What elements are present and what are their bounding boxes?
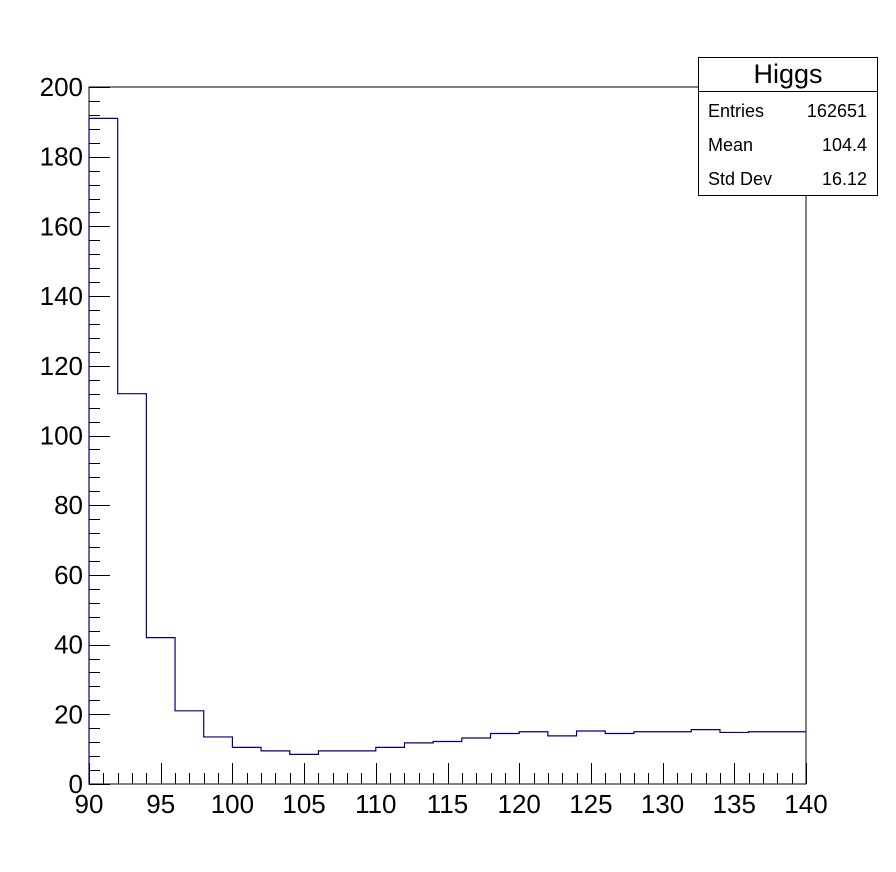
stats-entries-value: 162651 [806,101,867,121]
x-tick-label: 95 [146,789,175,819]
x-axis-ticks [89,763,807,784]
histogram-bin [577,731,606,784]
histogram-bin [318,751,347,784]
y-axis-ticks [89,87,110,785]
stats-mean-value: 104.4 [821,135,867,155]
x-axis-tick-labels: 90 95 100 105 110 115 120 125 130 135 140 [75,789,828,819]
y-tick-label: 80 [54,490,83,520]
histogram-bin [89,118,118,784]
histogram-bin [232,747,261,784]
y-tick-label: 120 [40,351,83,381]
x-tick-label: 100 [211,789,254,819]
histogram-bin [605,733,634,784]
stats-row-mean: Mean 104.4 [708,128,867,162]
stats-row-entries: Entries 162651 [708,94,867,128]
x-tick-label: 135 [713,789,756,819]
histogram-bin [777,732,806,784]
y-tick-label: 100 [40,421,83,451]
histogram-bin [749,732,778,784]
stats-std-dev-label: Std Dev [708,169,773,189]
y-tick-label: 140 [40,281,83,311]
histogram-bins [89,118,806,784]
y-tick-label: 0 [69,769,83,799]
histogram-bin [433,741,462,784]
stats-std-dev-value: 16.12 [821,169,867,189]
histogram-bin [118,394,147,784]
y-tick-label: 180 [40,142,83,172]
histogram-bin [519,732,548,784]
x-tick-label: 115 [427,789,468,819]
x-tick-label: 140 [784,789,827,819]
stats-box: Higgs Entries 162651 Mean 104.4 Std Dev … [698,57,878,196]
histogram-bin [146,638,175,784]
y-tick-label: 40 [54,630,83,660]
histogram-bin [663,732,692,784]
x-tick-label: 90 [75,789,104,819]
stats-title: Higgs [699,58,877,92]
x-tick-label: 125 [569,789,612,819]
x-tick-label: 130 [641,789,684,819]
y-tick-label: 60 [54,560,83,590]
histogram-outline [88,117,806,784]
histogram-bin [491,733,520,784]
histogram-bin [691,730,720,784]
histogram-bin [404,743,433,784]
y-tick-label: 200 [40,72,83,102]
y-tick-label: 160 [40,211,83,241]
y-tick-label: 20 [54,699,83,729]
stats-mean-label: Mean [708,135,754,155]
stats-entries-label: Entries [708,101,765,121]
x-tick-label: 110 [355,789,396,819]
stats-row-std-dev: Std Dev 16.12 [708,162,867,196]
y-axis-tick-labels: 0 20 40 60 80 100 120 140 160 180 200 [40,72,83,799]
x-tick-label: 120 [498,789,541,819]
x-tick-label: 105 [282,789,325,819]
